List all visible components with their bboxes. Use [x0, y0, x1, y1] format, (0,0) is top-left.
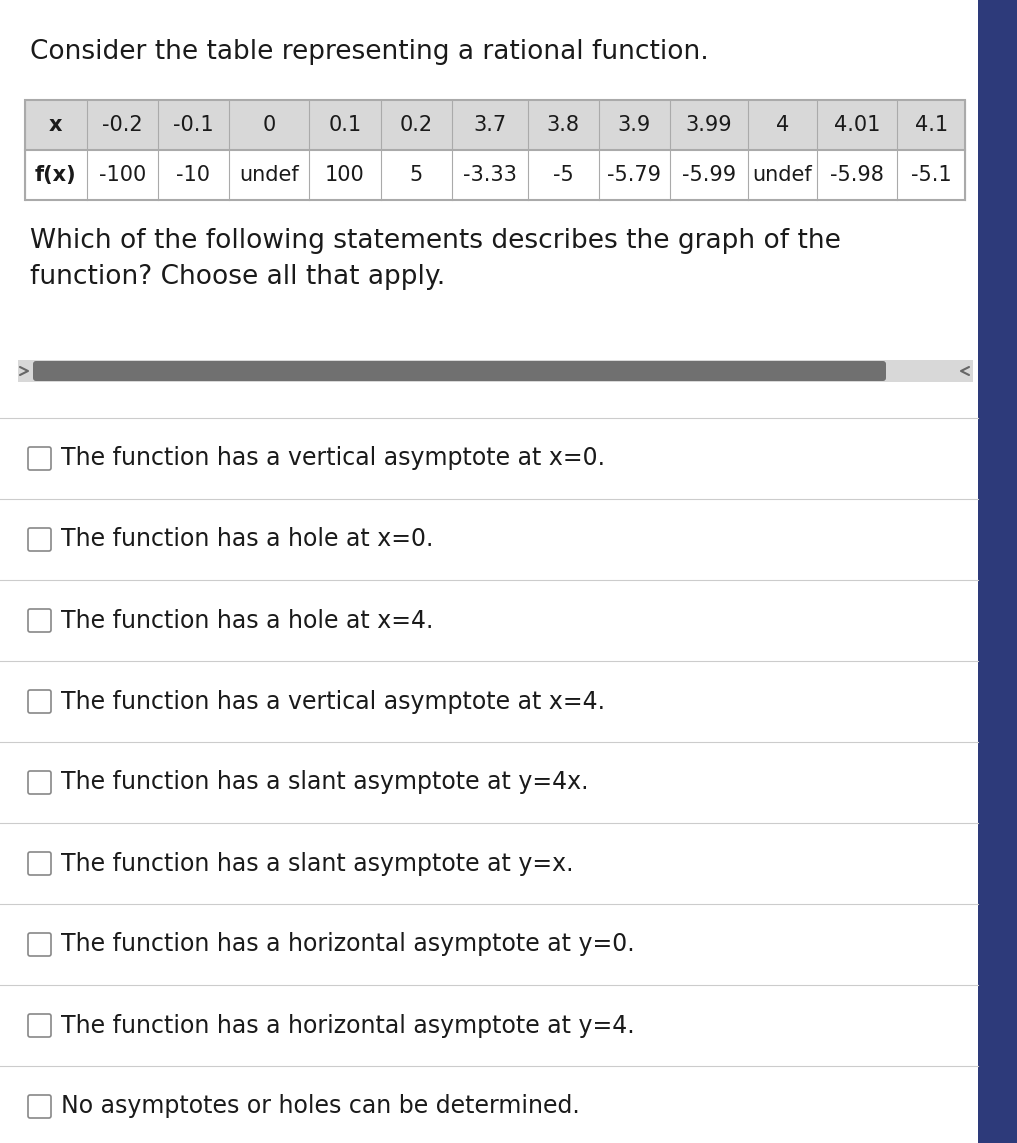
Text: f(x): f(x) — [35, 165, 76, 185]
Text: 0.1: 0.1 — [328, 115, 362, 135]
Text: undef: undef — [753, 165, 813, 185]
Text: -5.79: -5.79 — [607, 165, 661, 185]
Text: 4.01: 4.01 — [834, 115, 881, 135]
Text: 3.99: 3.99 — [685, 115, 732, 135]
Text: The function has a vertical asymptote at x=4.: The function has a vertical asymptote at… — [61, 689, 605, 713]
Text: 100: 100 — [325, 165, 365, 185]
Text: 5: 5 — [410, 165, 423, 185]
Bar — [18, 360, 973, 382]
FancyBboxPatch shape — [28, 852, 51, 876]
Text: The function has a slant asymptote at y=4x.: The function has a slant asymptote at y=… — [61, 770, 589, 794]
FancyBboxPatch shape — [28, 528, 51, 551]
Text: 3.7: 3.7 — [473, 115, 506, 135]
Bar — [25, 150, 965, 200]
Text: Which of the following statements describes the graph of the
function? Choose al: Which of the following statements descri… — [29, 227, 841, 290]
FancyBboxPatch shape — [28, 1014, 51, 1037]
Text: -100: -100 — [99, 165, 145, 185]
Text: undef: undef — [239, 165, 299, 185]
Text: x: x — [49, 115, 63, 135]
Text: -5: -5 — [553, 165, 574, 185]
Text: -0.1: -0.1 — [173, 115, 214, 135]
FancyBboxPatch shape — [33, 361, 886, 381]
FancyBboxPatch shape — [28, 609, 51, 632]
Text: 4: 4 — [776, 115, 789, 135]
Text: Consider the table representing a rational function.: Consider the table representing a ration… — [29, 39, 709, 65]
Text: -0.2: -0.2 — [102, 115, 142, 135]
Text: -5.98: -5.98 — [830, 165, 884, 185]
Text: -5.99: -5.99 — [681, 165, 736, 185]
Text: The function has a slant asymptote at y=x.: The function has a slant asymptote at y=… — [61, 852, 574, 876]
Text: The function has a hole at x=4.: The function has a hole at x=4. — [61, 608, 433, 632]
Bar — [978, 0, 1017, 1143]
FancyBboxPatch shape — [28, 772, 51, 794]
Text: 0: 0 — [262, 115, 276, 135]
Text: 4.1: 4.1 — [914, 115, 948, 135]
Text: The function has a hole at x=0.: The function has a hole at x=0. — [61, 528, 433, 552]
Text: -10: -10 — [176, 165, 211, 185]
FancyBboxPatch shape — [28, 933, 51, 956]
FancyBboxPatch shape — [28, 1095, 51, 1118]
Text: 3.8: 3.8 — [547, 115, 580, 135]
Text: The function has a vertical asymptote at x=0.: The function has a vertical asymptote at… — [61, 447, 605, 471]
Bar — [25, 99, 965, 200]
Text: The function has a horizontal asymptote at y=0.: The function has a horizontal asymptote … — [61, 933, 635, 957]
Text: The function has a horizontal asymptote at y=4.: The function has a horizontal asymptote … — [61, 1014, 635, 1038]
Text: 0.2: 0.2 — [400, 115, 433, 135]
FancyBboxPatch shape — [28, 690, 51, 713]
Text: 3.9: 3.9 — [617, 115, 651, 135]
Text: -5.1: -5.1 — [911, 165, 952, 185]
Text: No asymptotes or holes can be determined.: No asymptotes or holes can be determined… — [61, 1095, 580, 1119]
Bar — [25, 99, 965, 150]
Text: -3.33: -3.33 — [463, 165, 517, 185]
FancyBboxPatch shape — [28, 447, 51, 470]
